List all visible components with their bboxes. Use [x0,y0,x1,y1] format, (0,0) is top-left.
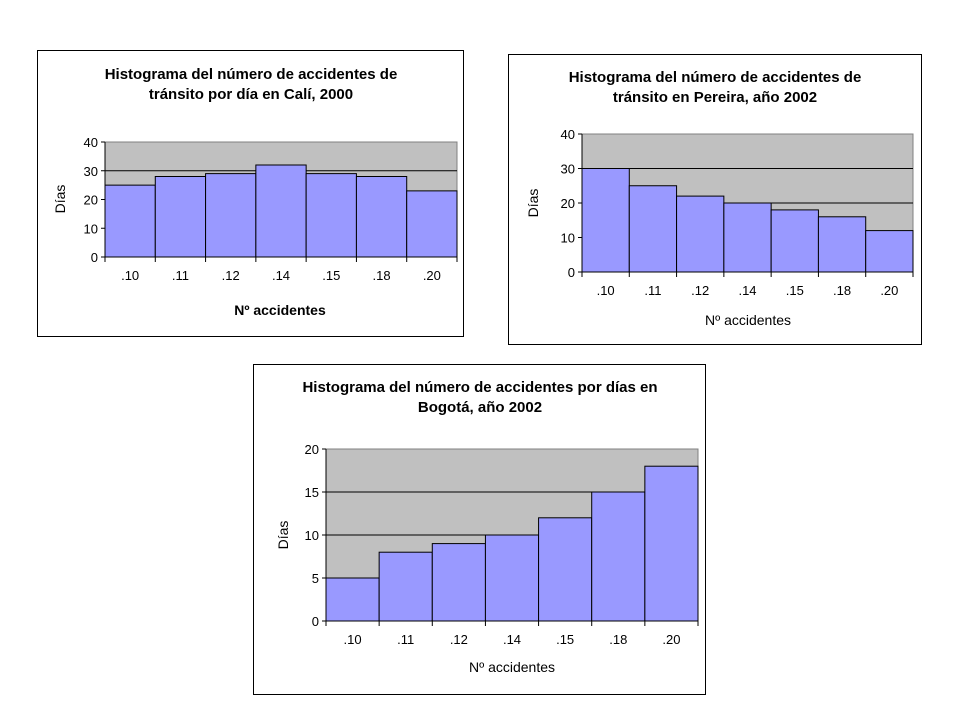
x-tick-label: .18 [833,283,851,298]
x-axis-label: Nº accidentes [705,312,791,328]
y-tick-label: 40 [84,135,98,150]
bar [255,164,307,258]
x-tick-label: .11 [397,632,414,647]
chart-title-line-1: Histograma del número de accidentes de [105,66,398,83]
bar [431,543,486,622]
x-tick-label: .15 [786,283,804,298]
x-tick-label: .18 [609,632,627,647]
y-tick-label: 5 [312,571,319,586]
chart-pereira-svg: Histograma del número de accidentes de t… [525,69,914,328]
bar [644,465,699,622]
bar [628,185,678,273]
chart-title-line-2: tránsito en Pereira, año 2002 [613,89,817,106]
bar [378,551,433,622]
x-tick-label: .11 [644,283,661,298]
y-tick-label: 40 [561,127,575,142]
x-tick-label: .15 [556,632,574,647]
y-tick-label: 0 [91,250,98,265]
x-tick-label: .20 [423,268,441,283]
y-tick-label: 10 [305,528,319,543]
bar [817,216,867,273]
y-axis-label: Días [275,521,291,550]
x-tick-label: .20 [880,283,898,298]
x-tick-label: .10 [121,268,139,283]
x-tick-label: .14 [272,268,290,283]
x-tick-label: .20 [662,632,680,647]
bar [676,195,725,273]
chart-bogota: Histograma del número de accidentes por … [253,364,706,695]
x-tick-label: .10 [597,283,615,298]
bar [205,173,257,258]
chart-title-line-2: Bogotá, año 2002 [418,399,542,416]
x-tick-label: .15 [322,268,340,283]
x-tick-label: .12 [222,268,240,283]
bar [355,176,408,258]
bar [581,168,630,273]
chart-cali-svg: Histograma del número de accidentes de t… [52,66,458,318]
bar [723,202,772,273]
x-tick-label: .12 [691,283,709,298]
chart-title-line-1: Histograma del número de accidentes por … [302,379,657,396]
bar [325,577,380,622]
y-tick-label: 0 [568,265,575,280]
bar [104,184,156,258]
x-tick-label: .14 [503,632,521,647]
bar [770,209,819,273]
y-tick-label: 30 [561,162,575,177]
chart-title-line-1: Histograma del número de accidentes de [569,69,862,86]
x-axis-label: Nº accidentes [469,659,555,675]
y-tick-label: 0 [312,614,319,629]
y-tick-label: 15 [305,485,319,500]
y-tick-label: 20 [84,193,98,208]
y-tick-label: 30 [84,164,98,179]
x-tick-label: .18 [373,268,391,283]
y-tick-label: 10 [561,231,575,246]
y-tick-label: 10 [84,221,98,236]
chart-title-line-2: tránsito por día en Calí, 2000 [149,86,353,103]
bar [591,491,646,622]
y-tick-label: 20 [561,196,575,211]
chart-pereira: Histograma del número de accidentes de t… [508,54,922,345]
bar [305,173,357,258]
y-axis-label: Días [525,189,541,218]
bar [154,176,207,258]
chart-cali: Histograma del número de accidentes de t… [37,50,464,337]
x-tick-label: .10 [344,632,362,647]
bar [865,230,914,273]
y-axis-label: Días [52,185,68,214]
x-axis-label: Nº accidentes [234,302,326,318]
bar [538,517,593,622]
chart-bogota-svg: Histograma del número de accidentes por … [275,379,699,675]
x-tick-label: .12 [450,632,468,647]
x-tick-label: .14 [738,283,756,298]
y-tick-label: 20 [305,442,319,457]
bar [484,534,540,622]
bar [406,190,458,258]
x-tick-label: .11 [172,268,189,283]
